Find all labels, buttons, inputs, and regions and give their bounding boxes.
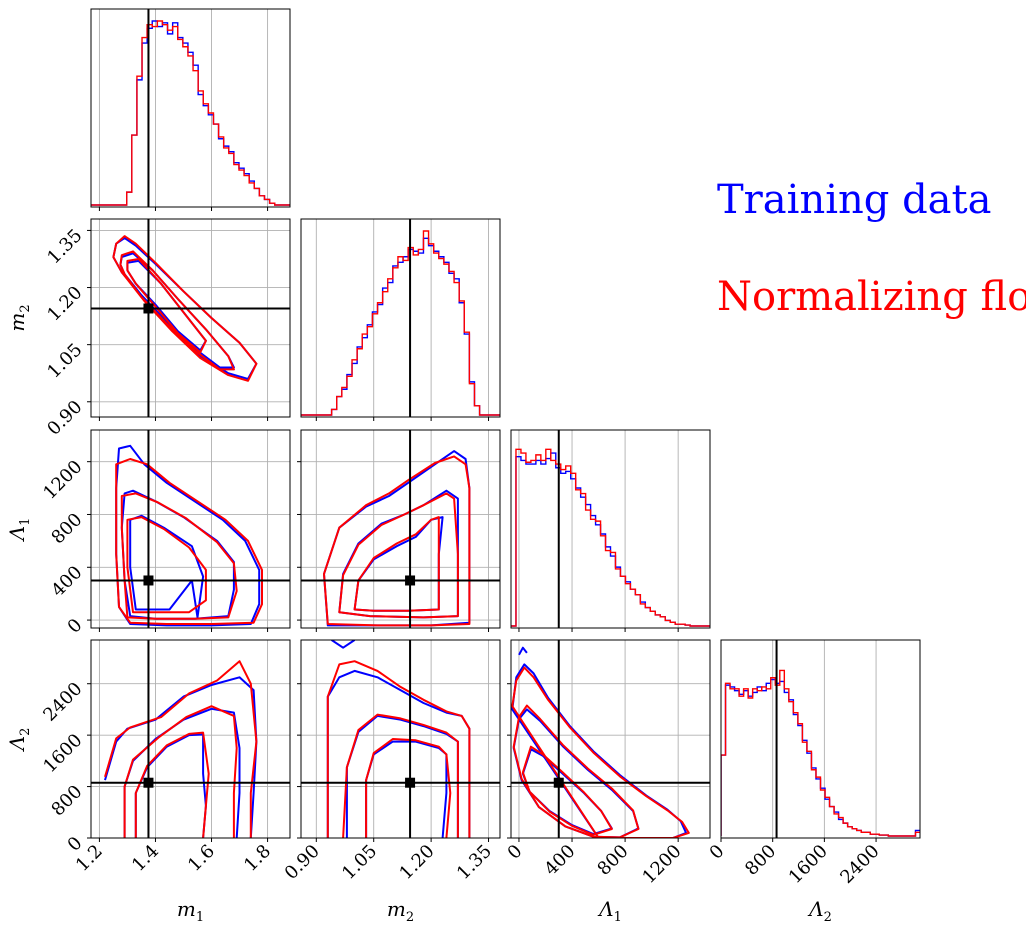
panel-L1-vs-m2-contour-training-2 (353, 516, 444, 612)
xlabel-m1: m1 (177, 897, 204, 925)
xtick-label-L2-3: 2400 (836, 841, 883, 888)
panel-m2-vs-m1-contour-flow-2 (126, 258, 207, 354)
ytick-label-m2-2: 1.20 (43, 282, 86, 325)
xlabel-L1: Λ1 (597, 897, 622, 925)
panel-L2-vs-m2-truth-marker (405, 777, 416, 788)
panel-L2-vs-L1-contour-flow-1 (512, 704, 640, 838)
ytick-label-L2-3: 2400 (39, 678, 86, 725)
panel-L1-vs-m2-contour-training-1 (338, 489, 459, 619)
panel-m2-vs-m1-frame (90, 218, 291, 418)
ytick-label-L2-1: 800 (47, 781, 86, 820)
panel-m2-vs-m1-contour-flow-1 (119, 250, 235, 371)
panel-L2-vs-m2-contour-training-0 (331, 640, 356, 649)
panel-L1-vs-m1-contour-training-2 (129, 514, 205, 619)
xtick-label-L1-1: 400 (540, 841, 579, 880)
panel-L2-vs-m1-contour-training-1 (123, 707, 241, 838)
ytick-label-L1-2: 800 (47, 509, 86, 548)
panel-L1-vs-m1-frame (90, 429, 291, 629)
xtick-label-m2-2: 1.20 (395, 841, 438, 884)
panel-m1-vs-m1-hist-flow (91, 20, 290, 206)
panel-L1-vs-m2-contour-flow-1 (338, 492, 459, 619)
panel-L2-vs-m1-contour-flow-1 (123, 705, 238, 838)
xtick-label-L2-0: 0 (706, 841, 729, 864)
xtick-label-m2-0: 0.90 (281, 841, 324, 884)
ytick-label-L1-1: 400 (47, 562, 86, 601)
panel-m2-vs-m2-hist-flow (301, 230, 500, 416)
panel-m2-vs-m2-frame (300, 218, 501, 418)
panel-L1-vs-L1-hist-training (511, 452, 710, 627)
panel-L2-vs-L1-contour-flow-0 (511, 666, 690, 838)
data-layer (91, 20, 920, 838)
grid-layer (91, 9, 877, 839)
panel-L1-vs-m1-contour-flow-2 (126, 516, 207, 614)
xtick-label-L1-0: 0 (504, 841, 527, 864)
panel-m1-vs-m1-hist-training (91, 20, 290, 206)
panel-L1-vs-m2-contour-training-0 (323, 450, 471, 627)
panel-L2-vs-L2-frame (720, 639, 921, 839)
ytick-label-L1-3: 1200 (39, 456, 86, 503)
legend-flow: Normalizing flow (717, 274, 1026, 320)
panel-L2-vs-m2-contour-flow-1 (342, 713, 459, 838)
panel-m2-vs-m2-hist-training (301, 237, 500, 416)
legend-training: Training data (717, 177, 991, 223)
xtick-label-m2-3: 1.35 (453, 841, 496, 884)
ytick-label-L1-0: 0 (64, 615, 87, 638)
panel-L1-vs-m2-frame (300, 429, 501, 629)
ytick-label-m2-1: 1.05 (43, 339, 86, 382)
panel-m1-vs-m1-frame (90, 8, 291, 208)
panel-L2-vs-L1-frame (510, 639, 711, 839)
panel-L1-vs-m1-truth-marker (143, 575, 154, 586)
panel-L1-vs-m2-contour-flow-2 (353, 516, 440, 612)
panel-L1-vs-m1-contour-flow-0 (115, 458, 263, 625)
xtick-label-L1-3: 1200 (638, 841, 685, 888)
xtick-label-m1-3: 1.8 (240, 841, 275, 876)
ylabel-L1: Λ1 (5, 518, 33, 543)
panel-L2-vs-L2-hist-flow (721, 669, 920, 837)
panel-L2-vs-m2-contour-training-2 (345, 714, 459, 838)
panel-L2-vs-m2-contour-flow-2 (365, 738, 452, 838)
ytick-label-m2-3: 1.35 (43, 225, 86, 268)
xlabel-m2: m2 (387, 897, 414, 925)
ytick-label-L2-2: 1600 (39, 730, 86, 777)
xtick-label-m1-2: 1.6 (184, 841, 219, 876)
ytick-label-m2-0: 0.90 (43, 396, 86, 439)
panel-L2-vs-m1-truth-marker (143, 777, 154, 788)
panel-L2-vs-m2-contour-training-3 (365, 740, 448, 838)
panel-L1-vs-m2-contour-flow-0 (323, 455, 471, 627)
panel-m2-vs-m1-truth-marker (143, 303, 154, 314)
panel-L2-vs-L1-contour-flow-2 (521, 745, 613, 836)
ylabel-m2: m2 (5, 304, 33, 331)
panel-m2-vs-m1-contour-training-1 (119, 252, 235, 369)
panel-L2-vs-m2-frame (300, 639, 501, 839)
xlabel-L2: Λ2 (807, 897, 832, 925)
xtick-label-L2-2: 1600 (785, 841, 832, 888)
xtick-label-L2-1: 800 (741, 841, 780, 880)
panel-L2-vs-m1-contour-flow-0 (104, 660, 258, 838)
xtick-label-m1-1: 1.4 (128, 841, 163, 876)
panel-L2-vs-L1-truth-marker (553, 777, 564, 788)
ylabel-L2: Λ2 (5, 728, 33, 753)
panel-L2-vs-m2-contour-flow-0 (326, 660, 471, 838)
xtick-label-m2-1: 1.05 (338, 841, 381, 884)
frame-layer (87, 8, 921, 842)
xtick-label-L1-2: 800 (593, 841, 632, 880)
panel-L1-vs-m2-truth-marker (405, 575, 416, 586)
panel-L2-vs-m1-contour-flow-2 (134, 731, 210, 838)
panel-L2-vs-L2-hist-training (721, 678, 920, 837)
panel-L2-vs-L1-contour-training-0 (518, 646, 528, 656)
truth-layer (91, 9, 778, 838)
panel-L1-vs-L1-hist-flow (511, 448, 710, 627)
panel-L1-vs-L1-frame (510, 429, 711, 629)
panel-L2-vs-m1-frame (90, 639, 291, 839)
panel-L2-vs-L1-contour-training-2 (512, 708, 640, 838)
panel-L1-vs-m1-contour-flow-1 (120, 492, 238, 620)
panel-L1-vs-m1-contour-training-0 (115, 444, 261, 627)
